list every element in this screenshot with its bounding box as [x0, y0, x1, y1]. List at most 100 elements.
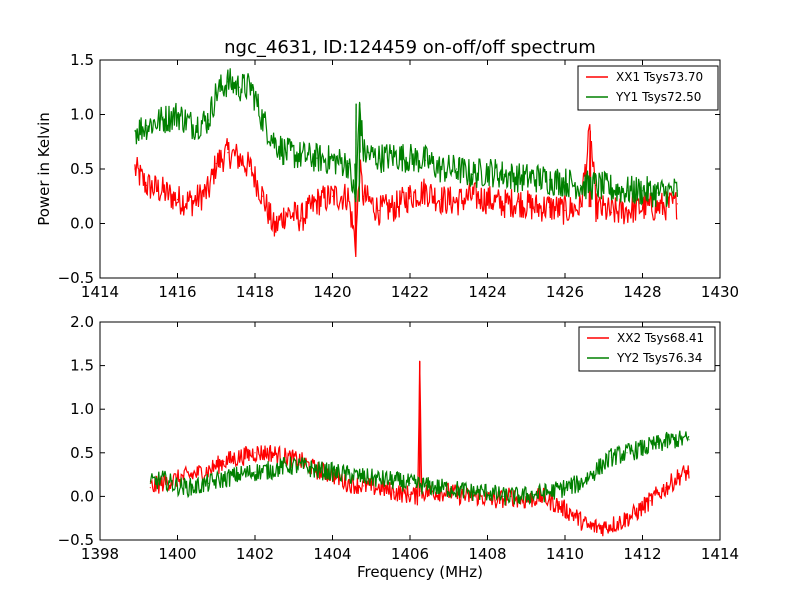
data-point: [192, 487, 193, 488]
y-tick-label: 0.0: [70, 215, 94, 233]
data-point: [177, 199, 178, 200]
y-tick-label: 0.5: [70, 160, 94, 178]
data-point: [518, 177, 519, 178]
data-point: [564, 487, 565, 488]
data-point: [301, 465, 302, 466]
data-point: [409, 494, 410, 495]
x-tick-label: 1428: [623, 283, 661, 301]
data-point: [363, 152, 364, 153]
x-tick-label: 1408: [468, 545, 506, 563]
data-point: [580, 483, 581, 484]
chart-title: ngc_4631, ID:124459 on-off/off spectrum: [224, 37, 596, 58]
data-point: [363, 196, 364, 197]
data-point: [409, 158, 410, 159]
y-tick-label: 1.5: [70, 51, 94, 69]
data-point: [564, 181, 565, 182]
x-tick-label: 1400: [158, 545, 196, 563]
data-point: [619, 522, 620, 523]
data-point: [332, 160, 333, 161]
data-point: [533, 494, 534, 495]
data-point: [417, 496, 418, 497]
data-point: [285, 152, 286, 153]
data-point: [394, 207, 395, 208]
data-point: [146, 125, 147, 126]
y-axis-label: Power in Kelvin: [35, 112, 53, 226]
data-point: [533, 177, 534, 178]
data-point: [564, 210, 565, 211]
data-point: [262, 119, 263, 120]
data-point: [502, 496, 503, 497]
data-point: [285, 212, 286, 213]
data-point: [227, 81, 228, 82]
legend-label: XX2 Tsys68.41: [617, 331, 704, 345]
x-tick-label: 1404: [313, 545, 351, 563]
data-point: [301, 217, 302, 218]
data-point: [518, 201, 519, 202]
data-point: [603, 526, 604, 527]
data-point: [254, 471, 255, 472]
data-point: [177, 114, 178, 115]
y-tick-label: 1.0: [70, 400, 94, 418]
data-point: [595, 207, 596, 208]
data-point: [161, 478, 162, 479]
data-point: [347, 196, 348, 197]
y-tick-label: −0.5: [58, 531, 94, 549]
data-point: [347, 474, 348, 475]
data-point: [657, 192, 658, 193]
data-point: [208, 470, 209, 471]
x-tick-label: 1426: [546, 283, 584, 301]
data-point: [626, 210, 627, 211]
series-line-1-1: [135, 124, 678, 257]
data-point: [208, 119, 209, 120]
x-tick-label: 1416: [158, 283, 196, 301]
data-point: [572, 513, 573, 514]
data-point: [150, 487, 151, 488]
data-point: [471, 196, 472, 197]
data-point: [549, 207, 550, 208]
data-point: [239, 87, 240, 88]
data-point: [580, 185, 581, 186]
data-point: [471, 491, 472, 492]
x-tick-label: 1410: [546, 545, 584, 563]
x-tick-label: 1406: [391, 545, 429, 563]
data-point: [274, 228, 275, 229]
data-point: [580, 207, 581, 208]
data-point: [557, 505, 558, 506]
data-point: [681, 474, 682, 475]
data-point: [626, 452, 627, 453]
data-point: [394, 155, 395, 156]
data-point: [285, 457, 286, 458]
data-point: [440, 487, 441, 488]
data-point: [456, 201, 457, 202]
data-point: [208, 190, 209, 191]
data-point: [518, 496, 519, 497]
data-point: [223, 461, 224, 462]
data-point: [425, 190, 426, 191]
y-tick-label: 0.5: [70, 444, 94, 462]
data-point: [657, 207, 658, 208]
data-point: [673, 439, 674, 440]
data-point: [456, 489, 457, 490]
data-point: [425, 160, 426, 161]
data-point: [332, 471, 333, 472]
data-point: [611, 457, 612, 458]
data-point: [239, 158, 240, 159]
data-point: [665, 487, 666, 488]
data-point: [134, 168, 135, 169]
data-point: [394, 491, 395, 492]
data-point: [192, 125, 193, 126]
data-point: [332, 196, 333, 197]
data-point: [502, 174, 503, 175]
x-tick-label: 1418: [236, 283, 274, 301]
data-point: [549, 491, 550, 492]
data-point: [150, 483, 151, 484]
legend-label: YY2 Tsys76.34: [616, 351, 702, 365]
data-point: [347, 163, 348, 164]
data-point: [409, 196, 410, 197]
data-point: [495, 500, 496, 501]
data-point: [254, 452, 255, 453]
data-point: [677, 203, 678, 204]
